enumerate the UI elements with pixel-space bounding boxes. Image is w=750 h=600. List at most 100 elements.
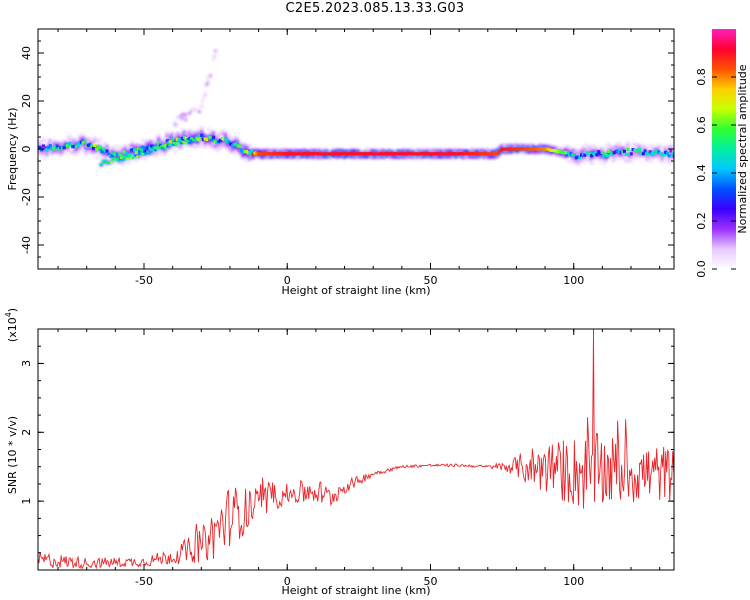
heatmap-cell — [225, 139, 229, 144]
heatmap-cell — [239, 142, 243, 146]
heatmap-cell — [292, 148, 297, 152]
heatmap-cell — [359, 152, 363, 156]
heatmap-cell — [396, 152, 400, 156]
heatmap-cell — [208, 128, 212, 133]
heatmap-cell — [634, 144, 639, 149]
heatmap-cell — [277, 147, 281, 152]
heatmap-cell — [614, 150, 618, 154]
heatmap-cell — [43, 146, 47, 150]
heatmap-cell — [119, 148, 123, 152]
heatmap-cell — [100, 163, 103, 166]
heatmap-cell — [504, 147, 508, 151]
heatmap-cell — [598, 151, 602, 156]
heatmap-cell — [665, 151, 669, 155]
heatmap-cell — [43, 138, 47, 143]
heatmap-cell — [593, 145, 597, 149]
heatmap-cell — [52, 146, 56, 151]
heatmap-cell — [208, 140, 212, 144]
heatmap-cell — [425, 152, 429, 156]
heatmap-cell — [105, 155, 109, 159]
heatmap-cell — [124, 151, 128, 155]
heatmap-cell — [235, 147, 240, 151]
y-tick-label: 1 — [20, 498, 33, 505]
heatmap-cell — [154, 149, 157, 152]
heatmap-cell — [545, 147, 549, 151]
heatmap-cell — [320, 148, 324, 152]
heatmap-cell — [567, 153, 571, 157]
heatmap-cell — [93, 139, 97, 143]
colorbar-tick-label: 0.8 — [695, 68, 708, 86]
heatmap-cell — [555, 149, 559, 154]
heatmap-cell — [359, 155, 364, 159]
heatmap-cell — [243, 150, 247, 154]
heatmap-cell — [247, 149, 252, 153]
heatmap-cell — [94, 155, 99, 159]
heatmap-cell — [604, 152, 608, 156]
heatmap-cell — [554, 149, 558, 153]
heatmap-cell — [325, 149, 329, 153]
heatmap-cell — [669, 143, 673, 147]
heatmap-cell — [163, 152, 168, 156]
snr-x-ticks: -50 0 50 100 — [57, 329, 661, 588]
heatmap-cell — [531, 147, 535, 151]
heatmap-cell — [629, 145, 634, 150]
heatmap-cell — [651, 146, 656, 150]
heatmap-cell — [335, 152, 339, 156]
heatmap-cell — [428, 152, 432, 156]
heatmap-cell — [602, 148, 606, 152]
heatmap-cell — [113, 151, 118, 155]
heatmap-cell — [151, 151, 156, 155]
heatmap-cell — [246, 151, 250, 155]
heatmap-cell — [509, 147, 513, 151]
heatmap-cell — [328, 156, 333, 160]
heatmap-cell — [537, 147, 541, 151]
heatmap-cell — [439, 152, 443, 156]
heatmap-cell — [103, 153, 108, 157]
heatmap-cell — [199, 140, 204, 144]
heatmap-cell — [204, 135, 209, 139]
heatmap-cell — [365, 152, 369, 156]
heatmap-cell — [103, 142, 108, 146]
heatmap-cell — [557, 150, 561, 154]
heatmap-cell — [565, 159, 570, 163]
heatmap-cell — [235, 141, 240, 145]
heatmap-cell — [258, 152, 262, 156]
heatmap-cell — [184, 118, 188, 122]
figure-title: C2E5.2023.085.13.33.G03 — [285, 1, 465, 16]
heatmap-cell — [188, 141, 191, 144]
heatmap-cell — [86, 143, 90, 147]
heatmap-cell — [167, 140, 171, 145]
heatmap-cell — [577, 159, 582, 164]
heatmap-cell — [81, 133, 85, 137]
heatmap-cell — [95, 147, 99, 151]
heatmap-cell — [45, 156, 49, 160]
heatmap-cell — [213, 140, 217, 144]
heatmap-cell — [502, 147, 506, 151]
heatmap-cell — [605, 147, 609, 151]
heatmap-cell — [223, 132, 228, 137]
heatmap-cell — [187, 132, 192, 136]
heatmap-cell — [225, 137, 230, 142]
heatmap-cell — [220, 129, 224, 134]
colorbar-label: Normalized spectral amplitude — [736, 64, 749, 233]
heatmap-cell — [660, 157, 664, 161]
heatmap-cell — [200, 133, 204, 137]
heatmap-cell — [600, 159, 604, 163]
heatmap-cell — [277, 154, 281, 159]
y-tick-label: 2 — [20, 429, 33, 436]
heatmap-cell — [239, 143, 243, 148]
heatmap-cell — [150, 149, 153, 152]
heatmap-cell — [602, 162, 606, 167]
heatmap-cell — [385, 152, 389, 156]
heatmap-cell — [368, 154, 372, 158]
heatmap-cell — [280, 152, 284, 156]
heatmap-cell — [565, 144, 570, 148]
heatmap-cell — [483, 152, 487, 156]
heatmap-cell — [301, 152, 305, 156]
heatmap-cell — [255, 151, 259, 156]
heatmap-cell — [447, 151, 451, 156]
heatmap-cell — [249, 149, 253, 153]
heatmap-cell — [636, 154, 640, 159]
heatmap-cell — [308, 151, 312, 156]
heatmap-cell — [662, 153, 666, 157]
